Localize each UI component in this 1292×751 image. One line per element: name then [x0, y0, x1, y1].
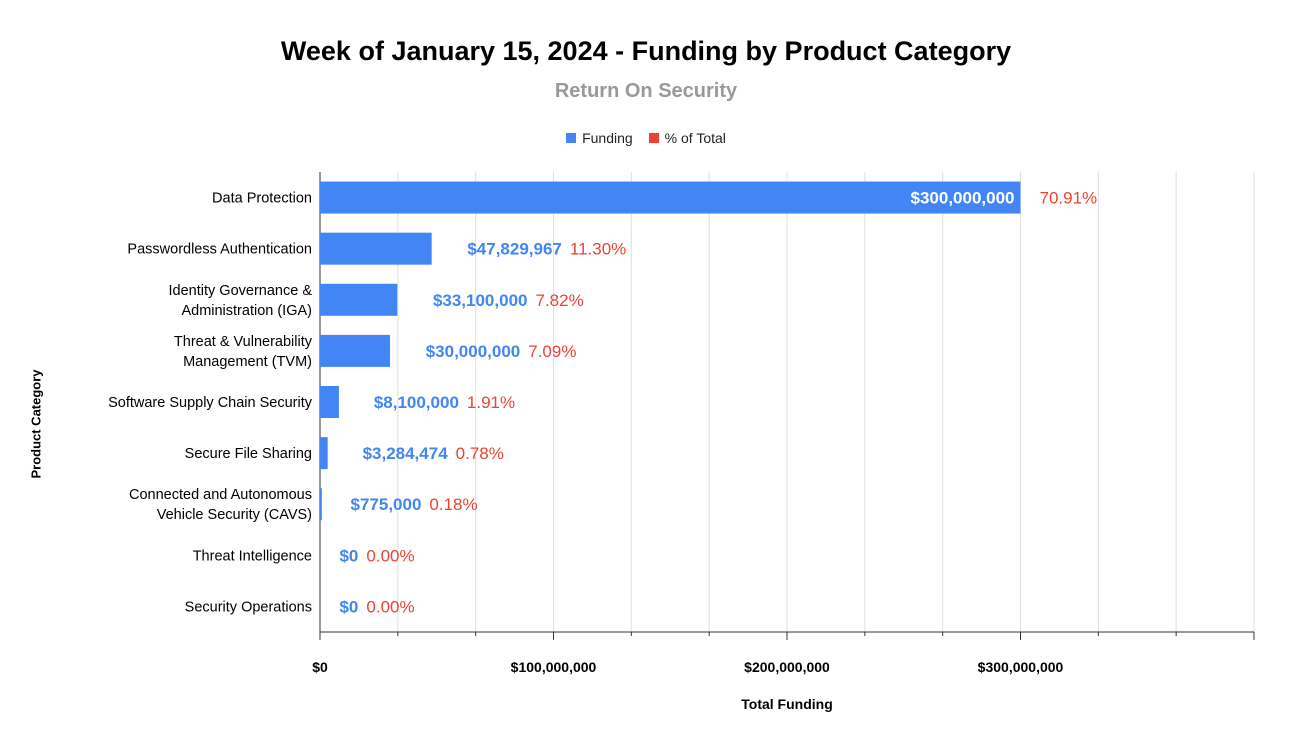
legend-label-funding: Funding [582, 130, 633, 146]
bar [320, 283, 398, 316]
legend-item-percent: % of Total [648, 130, 726, 146]
bar [320, 437, 328, 470]
y-tick-label: Connected and Autonomous Vehicle Security… [129, 487, 312, 523]
y-tick-label: Passwordless Authentication [127, 242, 312, 258]
legend-label-percent: % of Total [664, 130, 726, 146]
bar-percent-label: 1.91% [467, 393, 515, 412]
bar-value-label: $0 [339, 597, 358, 616]
bar-value-label: $775,000 [351, 495, 422, 514]
bar-value-label: $3,284,474 [363, 444, 449, 463]
x-tick-label: $100,000,000 [511, 659, 597, 675]
y-tick-label: Software Supply Chain Security [108, 395, 313, 411]
chart-legend: Funding % of Total [0, 130, 1292, 146]
bar-percent-label: 0.78% [456, 444, 504, 463]
x-axis-title: Total Funding [741, 696, 833, 712]
bar-value-label: $33,100,000 [433, 291, 528, 310]
chart-subtitle: Return On Security [554, 80, 738, 102]
bar-value-label: $0 [339, 546, 358, 565]
bar-value-label: $300,000,000 [911, 189, 1015, 208]
chart-title: Week of January 15, 2024 - Funding by Pr… [280, 36, 1012, 66]
bar [320, 181, 1021, 214]
bar [320, 334, 391, 367]
bar-percent-label: 7.82% [535, 291, 583, 310]
bar-percent-label: 7.09% [528, 342, 576, 361]
x-tick-label: $200,000,000 [744, 659, 830, 675]
bar-percent-label: 0.00% [366, 597, 414, 616]
x-tick-label: $300,000,000 [978, 659, 1064, 675]
y-axis-title: Product Category [28, 369, 44, 479]
bar-value-label: $8,100,000 [374, 393, 459, 412]
y-tick-label: Secure File Sharing [185, 446, 312, 462]
y-tick-label: Security Operations [185, 599, 312, 615]
bar [320, 386, 339, 418]
legend-swatch-funding [566, 133, 577, 143]
bar-value-label: $47,829,967 [467, 240, 562, 259]
y-tick-label: Threat Intelligence [193, 548, 312, 564]
bar-value-label: $30,000,000 [426, 342, 521, 361]
y-tick-label: Threat & Vulnerability Management (TVM) [174, 334, 313, 370]
bar-percent-label: 70.91% [1040, 189, 1098, 208]
legend-item-funding: Funding [566, 130, 633, 146]
bar-percent-label: 11.30% [570, 240, 626, 259]
bar-percent-label: 0.18% [429, 495, 477, 514]
y-tick-label: Identity Governance & Administration (IGA… [169, 283, 313, 319]
bar-percent-label: 0.00% [366, 546, 414, 565]
x-tick-label: $0 [312, 659, 328, 675]
legend-swatch-percent [648, 133, 659, 143]
y-tick-label: Data Protection [212, 191, 312, 207]
bar [320, 488, 322, 521]
bar [320, 232, 432, 265]
